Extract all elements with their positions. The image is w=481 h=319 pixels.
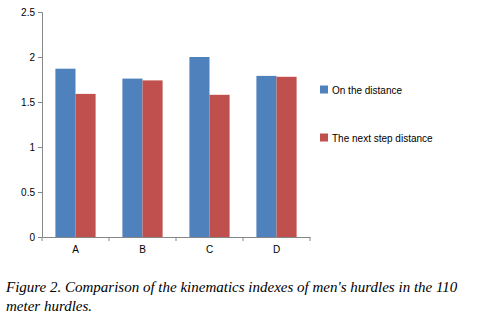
tick-mark — [38, 192, 42, 193]
tick-mark — [38, 12, 42, 13]
chart-svg: 0 0.5 1 1.5 2 2.5 A B C D On the distance The next … — [0, 0, 481, 319]
bar — [277, 77, 297, 237]
legend-label: On the distance — [332, 85, 402, 96]
tick-label: A — [72, 244, 79, 255]
legend-label: The next step distance — [332, 133, 433, 144]
separator-tick — [243, 237, 244, 241]
tick: C — [206, 237, 213, 255]
legend: On the distance The next step distance — [320, 85, 433, 144]
tick-label: B — [139, 244, 146, 255]
bar — [189, 57, 209, 237]
separator-tick — [310, 237, 311, 241]
tick: D — [273, 237, 280, 255]
caption-line: meter hurdles. — [6, 298, 92, 314]
separator-tick — [42, 237, 43, 241]
legend-item: The next step distance — [320, 133, 433, 144]
plot-area: 0 0.5 1 1.5 2 2.5 A B C D — [21, 7, 310, 255]
category-separators — [42, 237, 310, 241]
tick: 0 — [29, 232, 42, 243]
tick: 0.5 — [21, 187, 42, 198]
legend-item: On the distance — [320, 85, 402, 96]
tick-mark — [38, 57, 42, 58]
legend-swatch — [320, 86, 328, 94]
bar — [55, 69, 75, 237]
tick-label: D — [273, 244, 280, 255]
tick-mark — [38, 147, 42, 148]
tick: B — [139, 237, 146, 255]
y-axis: 0 0.5 1 1.5 2 2.5 — [21, 7, 42, 243]
bar — [122, 79, 142, 237]
tick-label: 2 — [29, 52, 35, 63]
tick: 2.5 — [21, 7, 42, 18]
separator-tick — [109, 237, 110, 241]
tick-mark — [38, 102, 42, 103]
bars — [55, 57, 296, 237]
tick-label: C — [206, 244, 213, 255]
tick: 2 — [29, 52, 42, 63]
tick-label: 2.5 — [21, 7, 35, 18]
caption-line: Figure 2. Comparison of the kinematics i… — [5, 279, 458, 295]
tick-label: 0.5 — [21, 187, 35, 198]
separator-tick — [176, 237, 177, 241]
tick-label: 0 — [29, 232, 35, 243]
caption: Figure 2. Comparison of the kinematics i… — [5, 279, 458, 314]
tick-label: 1 — [29, 142, 35, 153]
tick-label: 1.5 — [21, 97, 35, 108]
tick: 1.5 — [21, 97, 42, 108]
bar — [256, 76, 276, 237]
bar — [210, 95, 230, 237]
bar-series — [55, 57, 276, 237]
legend-swatch — [320, 134, 328, 142]
bar — [143, 80, 163, 237]
axis-domain — [38, 13, 43, 238]
bar-series — [76, 77, 297, 237]
tick: 1 — [29, 142, 42, 153]
bar — [76, 94, 96, 237]
tick-mark — [38, 237, 42, 238]
tick: A — [72, 237, 79, 255]
x-axis: A B C D — [42, 237, 311, 255]
